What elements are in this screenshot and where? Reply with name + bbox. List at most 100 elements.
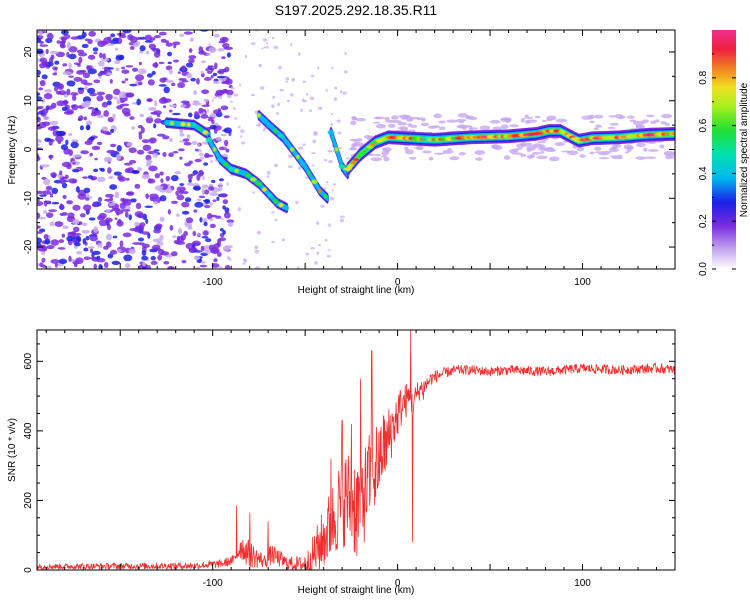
noise-speckle (37, 263, 40, 267)
noise-speckle (250, 93, 255, 97)
noise-speckle (111, 260, 121, 266)
ridge-blob (284, 139, 290, 145)
noise-speckle (197, 143, 201, 147)
noise-speckle (103, 110, 109, 117)
noise-speckle (76, 250, 82, 255)
noise-speckle (479, 125, 491, 131)
noise-speckle (85, 120, 93, 126)
noise-speckle (208, 46, 217, 53)
noise-speckle (489, 119, 501, 124)
noise-speckle (632, 120, 645, 126)
noise-speckle (333, 97, 338, 102)
noise-speckle (62, 71, 72, 76)
noise-speckle (350, 145, 357, 150)
noise-speckle (121, 69, 130, 74)
noise-speckle (49, 221, 55, 227)
noise-speckle (607, 126, 616, 130)
noise-speckle (183, 31, 193, 35)
noise-speckle (223, 211, 231, 219)
noise-speckle (197, 232, 200, 237)
noise-speckle (201, 89, 210, 95)
noise-speckle (145, 218, 149, 224)
noise-speckle (213, 258, 218, 263)
ridge-blob (310, 179, 318, 185)
noise-speckle (124, 78, 129, 81)
colorbar-tick-label: 0.2 (698, 214, 709, 228)
noise-speckle (147, 178, 156, 184)
noise-speckle (148, 106, 157, 111)
noise-speckle (135, 202, 142, 210)
noise-speckle (281, 238, 286, 242)
noise-speckle (188, 58, 195, 64)
noise-speckle (271, 104, 275, 109)
noise-speckle (221, 56, 226, 60)
noise-speckle (75, 257, 84, 264)
ridge-blob (238, 170, 246, 175)
noise-speckle (201, 235, 209, 239)
noise-speckle (158, 31, 167, 36)
noise-speckle (85, 235, 90, 241)
noise-speckle (298, 146, 304, 150)
ridge-blob (361, 149, 368, 153)
noise-speckle (337, 131, 342, 135)
noise-speckle (139, 36, 146, 40)
noise-speckle (315, 221, 320, 225)
noise-speckle (534, 115, 541, 119)
noise-speckle (211, 66, 215, 69)
noise-speckle (641, 119, 649, 124)
noise-speckle (298, 52, 301, 56)
ridge-blob (250, 177, 257, 182)
noise-speckle (179, 183, 185, 186)
noise-speckle (524, 114, 529, 118)
noise-speckle (184, 197, 192, 203)
noise-speckle (185, 242, 194, 250)
noise-speckle (525, 119, 538, 123)
noise-speckle (226, 52, 231, 58)
noise-speckle (128, 147, 137, 154)
noise-speckle (219, 228, 224, 232)
spectrogram-y-tick-label: -10 (23, 191, 34, 206)
colorbar-tick-label: 0.8 (698, 70, 709, 84)
noise-speckle (627, 115, 635, 119)
noise-speckle (37, 154, 40, 161)
noise-speckle (102, 130, 110, 135)
noise-speckle (159, 171, 164, 176)
noise-speckle (68, 53, 77, 60)
noise-speckle (112, 37, 119, 42)
noise-speckle (629, 119, 637, 123)
noise-speckle (660, 121, 667, 125)
noise-speckle (145, 50, 150, 55)
noise-speckle (169, 109, 173, 113)
noise-speckle (351, 116, 358, 120)
noise-speckle (124, 211, 129, 218)
noise-speckle (187, 112, 193, 118)
noise-speckle (207, 65, 213, 69)
noise-speckle (193, 185, 201, 191)
noise-speckle (110, 143, 117, 148)
noise-speckle (277, 102, 281, 107)
noise-speckle (108, 176, 114, 179)
noise-speckle (199, 156, 205, 160)
noise-speckle (330, 122, 333, 127)
noise-speckle (217, 107, 221, 113)
noise-speckle (468, 116, 478, 121)
ridge-blob (174, 121, 181, 126)
noise-speckle (212, 80, 221, 84)
noise-speckle (146, 98, 153, 102)
noise-speckle (179, 104, 187, 108)
noise-speckle (167, 209, 172, 215)
noise-speckle (295, 200, 299, 205)
noise-speckle (457, 113, 468, 118)
noise-speckle (37, 225, 41, 229)
noise-speckle (397, 121, 408, 126)
noise-speckle (661, 113, 673, 119)
noise-speckle (285, 77, 290, 81)
noise-speckle (102, 53, 106, 60)
noise-speckle (103, 261, 109, 269)
noise-speckle (224, 264, 231, 269)
noise-speckle (38, 87, 44, 91)
noise-speckle (72, 161, 76, 165)
noise-speckle (42, 121, 51, 126)
noise-speckle (37, 190, 44, 195)
noise-speckle (112, 113, 116, 120)
